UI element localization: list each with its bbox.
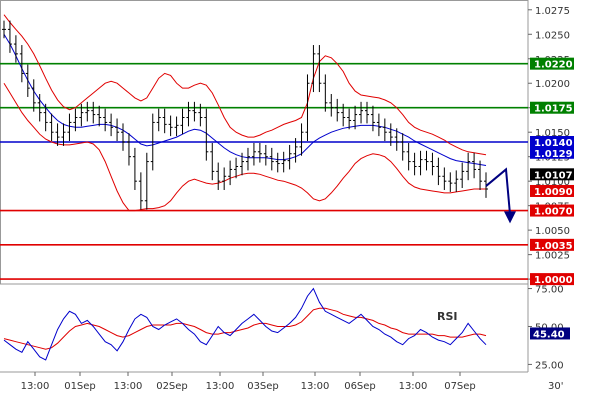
level-label: 1.0000 — [534, 275, 573, 286]
level-label-box — [530, 204, 574, 217]
value-label-box — [530, 184, 574, 197]
forecast-arrow-head — [504, 211, 516, 224]
value-label: 1.0090 — [534, 187, 573, 198]
rsi-current-box — [530, 327, 570, 340]
level-label: 1.0140 — [534, 138, 573, 149]
x-tick-label: 13:00 — [114, 381, 143, 392]
level-label: 1.0175 — [534, 104, 573, 115]
timeframe-label: 30' — [548, 381, 563, 392]
bollinger-lower-line — [3, 82, 486, 212]
level-label: 1.0035 — [534, 241, 573, 252]
price-bars — [2, 20, 488, 210]
x-tick-label: 01Sep — [64, 381, 96, 392]
forecast-arrow-line — [485, 167, 511, 215]
x-axis: 13:00 01Sep 13:00 02Sep 13:00 03Sep 13:00 06Sep… — [21, 372, 563, 392]
x-tick-label: 13:00 — [21, 381, 50, 392]
level-label-box — [530, 238, 574, 251]
rsi-title: RSI — [437, 310, 458, 323]
x-tick-label: 13:00 — [301, 381, 330, 392]
x-tick-label: 13:00 — [399, 381, 428, 392]
level-label-box — [530, 136, 574, 148]
x-tick-label: 02Sep — [156, 381, 188, 392]
x-tick-label: 06Sep — [344, 381, 376, 392]
bollinger-upper-line — [3, 14, 487, 156]
current-price-box — [530, 168, 574, 181]
moving-average-line — [3, 34, 487, 166]
level-label-box — [530, 57, 574, 70]
price-y-tick-label: 1.0250 — [535, 30, 570, 41]
level-label-box — [530, 273, 574, 286]
rsi-y-tick-label: 25.00 — [535, 360, 564, 371]
price-y-tick-label: 1.0050 — [535, 226, 570, 237]
value-label: 1.0129 — [534, 149, 573, 160]
price-y-tick-label: 1.0025 — [535, 251, 570, 262]
x-tick-label: 13:00 — [206, 381, 235, 392]
value-label-box — [530, 146, 574, 159]
current-price-label: 1.0107 — [534, 170, 573, 181]
rsi-signal-line — [3, 307, 487, 350]
price-panel: 1.02751.02501.02251.02001.01751.01501.01… — [0, 0, 574, 286]
level-label-box — [530, 101, 574, 114]
x-tick-label: 07Sep — [444, 381, 476, 392]
price-y-tick-label: 1.0200 — [535, 79, 570, 90]
rsi-current-label: 45.40 — [533, 329, 565, 340]
level-label: 1.0220 — [534, 60, 573, 71]
x-tick-label: 03Sep — [247, 381, 279, 392]
rsi-y-tick-label: 75.00 — [535, 285, 564, 296]
price-y-tick-label: 1.0275 — [535, 6, 570, 17]
price-y-tick-label: 1.0100 — [535, 177, 570, 188]
price-y-tick-label: 1.0150 — [535, 128, 570, 139]
rsi-line — [3, 287, 487, 361]
level-label: 1.0070 — [534, 207, 573, 218]
